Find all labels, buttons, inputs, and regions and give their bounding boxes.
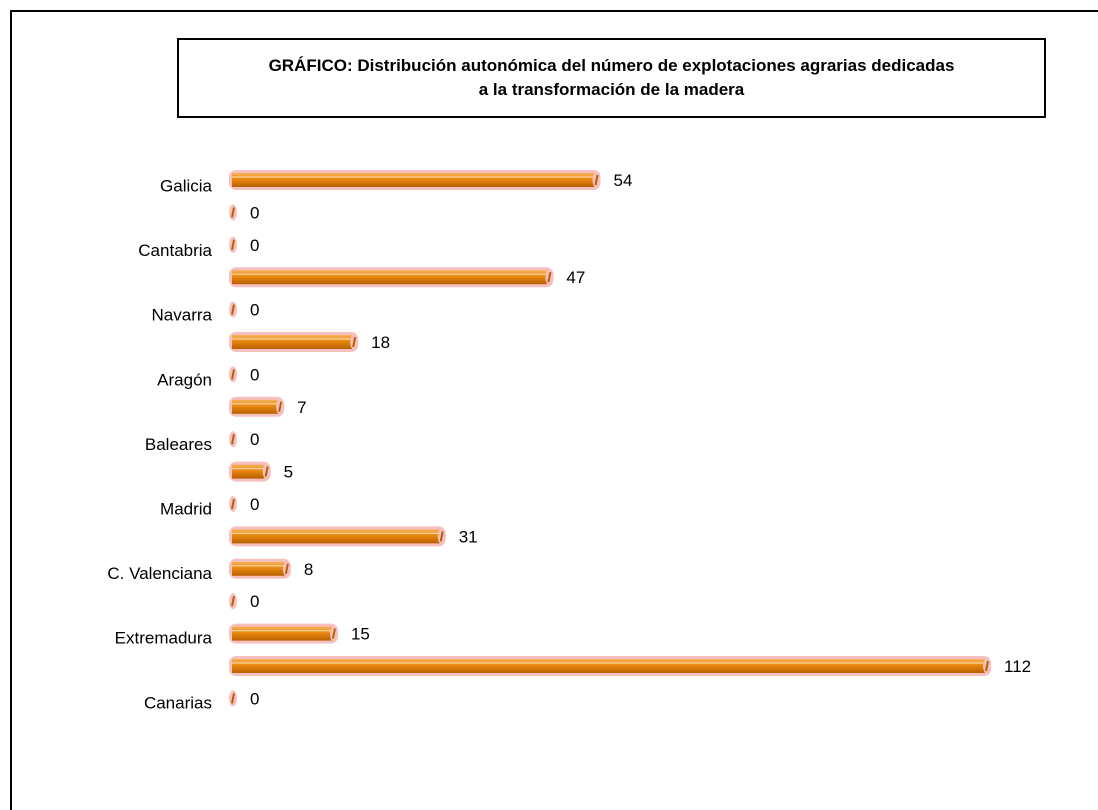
bar [232, 270, 549, 285]
chart-frame [10, 10, 1098, 810]
bar-end-mark [985, 660, 989, 672]
bar-end-mark [231, 369, 235, 380]
bar-end-mark [439, 531, 444, 542]
bar-end-mark [231, 207, 235, 218]
category-label: Madrid [160, 499, 212, 518]
value-label: 54 [614, 171, 633, 190]
value-label: 0 [250, 203, 259, 222]
category-label: Aragón [157, 370, 212, 389]
value-label: 0 [250, 689, 259, 708]
value-label: 7 [297, 398, 306, 417]
value-label: 31 [459, 527, 478, 546]
bar [232, 626, 333, 641]
bar-end-mark [278, 401, 283, 412]
bar-end-mark [231, 304, 235, 315]
category-label: C. Valenciana [107, 564, 212, 583]
bar [232, 561, 286, 576]
value-label: 5 [284, 463, 293, 482]
bar [232, 529, 441, 544]
value-label: 15 [351, 625, 370, 644]
value-label: 0 [250, 365, 259, 384]
category-label: Extremadura [115, 629, 213, 648]
category-label: Canarias [144, 693, 212, 712]
bar [232, 335, 354, 349]
chart-title: GRÁFICO: Distribución autonómica del núm… [177, 38, 1046, 118]
bar-end-mark [231, 693, 235, 704]
bar-end-mark [594, 174, 599, 186]
value-label: 18 [371, 333, 390, 352]
bar-end-mark [547, 272, 552, 283]
value-label: 0 [250, 430, 259, 449]
value-label: 0 [250, 592, 259, 611]
bar-end-mark [284, 563, 289, 574]
bar [232, 399, 280, 414]
value-label: 0 [250, 301, 259, 320]
bar-end-mark [332, 628, 336, 639]
bar-end-mark [231, 239, 235, 250]
bar-end-mark [231, 498, 235, 510]
category-label: Navarra [152, 306, 213, 325]
value-label: 8 [304, 560, 313, 579]
value-label: 0 [250, 495, 259, 514]
chart-title-line-2: a la transformación de la madera [478, 80, 745, 99]
bar-end-mark [352, 336, 357, 348]
category-label: Cantabria [138, 241, 212, 260]
category-label: Galicia [160, 176, 213, 195]
value-label: 0 [250, 236, 259, 255]
category-label: Baleares [145, 435, 212, 454]
bar [232, 173, 596, 187]
bar-end-mark [231, 596, 235, 607]
bar [232, 659, 986, 673]
value-label: 112 [1004, 657, 1031, 676]
bar [232, 464, 266, 479]
bar-end-mark [231, 434, 235, 445]
bar-end-mark [264, 466, 269, 477]
value-label: 47 [566, 268, 585, 287]
bar-chart: Galicia Cantabria Navarra Aragón Baleares Mad… [107, 170, 1031, 712]
chart-title-line-1: GRÁFICO: Distribución autonómica del núm… [268, 56, 955, 75]
